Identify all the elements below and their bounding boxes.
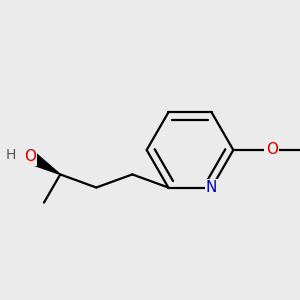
Text: H: H (5, 148, 16, 162)
Text: O: O (24, 149, 36, 164)
Polygon shape (27, 151, 60, 174)
Text: O: O (266, 142, 278, 158)
Text: N: N (206, 180, 218, 195)
